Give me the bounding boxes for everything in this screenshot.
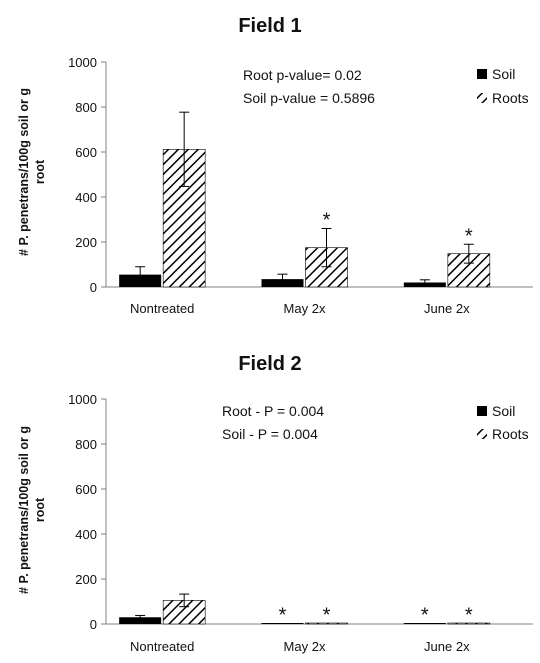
legend-swatch-soil: [477, 406, 487, 416]
significance-star: *: [465, 604, 473, 626]
y-tick-label: 400: [75, 527, 97, 542]
y-tick-label: 200: [75, 235, 97, 250]
significance-star: *: [323, 604, 331, 626]
significance-star: *: [421, 604, 429, 626]
p-value-annotation: Root p-value= 0.02: [243, 67, 362, 83]
x-category-label: June 2x: [424, 639, 470, 654]
y-tick-label: 400: [75, 190, 97, 205]
y-axis-title-line: # P. penetrans/100g soil or g: [17, 426, 31, 594]
y-axis-title-line: root: [33, 497, 47, 522]
y-tick-label: 0: [90, 280, 97, 295]
x-category-label: Nontreated: [130, 301, 194, 316]
y-tick-label: 1000: [68, 392, 97, 407]
y-tick-label: 0: [90, 617, 97, 632]
legend-swatch-soil: [477, 69, 487, 79]
y-axis-title: # P. penetrans/100g soil or g root: [17, 88, 47, 256]
soil-bar: [403, 623, 446, 624]
roots-bar: [305, 622, 348, 625]
y-tick-label: 200: [75, 572, 97, 587]
legend-label: Soil: [492, 403, 515, 419]
y-axis-title-line: root: [33, 159, 47, 184]
y-tick-label: 800: [75, 437, 97, 452]
y-axis-title-line: # P. penetrans/100g soil or g: [17, 88, 31, 256]
legend-swatch-roots: [477, 429, 487, 439]
significance-star: *: [465, 225, 473, 247]
soil-bar: [261, 623, 304, 624]
y-tick-label: 600: [75, 145, 97, 160]
significance-star: *: [279, 604, 287, 626]
roots-bar: [447, 622, 491, 625]
chart-title: Field 2: [238, 353, 301, 375]
legend-swatch-roots: [477, 93, 487, 103]
p-value-annotation: Soil p-value = 0.5896: [243, 90, 375, 106]
significance-star: *: [323, 210, 331, 232]
x-category-label: Nontreated: [130, 639, 194, 654]
legend-label: Roots: [492, 90, 529, 106]
p-value-annotation: Root - P = 0.004: [222, 403, 324, 419]
soil-bar: [119, 617, 162, 624]
y-axis-title: # P. penetrans/100g soil or g root: [17, 426, 47, 594]
legend-label: Roots: [492, 426, 529, 442]
legend-label: Soil: [492, 66, 515, 82]
y-tick-label: 800: [75, 100, 97, 115]
p-value-annotation: Soil - P = 0.004: [222, 426, 318, 442]
y-tick-label: 1000: [68, 55, 97, 70]
chart-title: Field 1: [238, 15, 301, 37]
x-category-label: May 2x: [284, 639, 326, 654]
x-category-label: June 2x: [424, 301, 470, 316]
y-tick-label: 600: [75, 482, 97, 497]
x-category-label: May 2x: [284, 301, 326, 316]
